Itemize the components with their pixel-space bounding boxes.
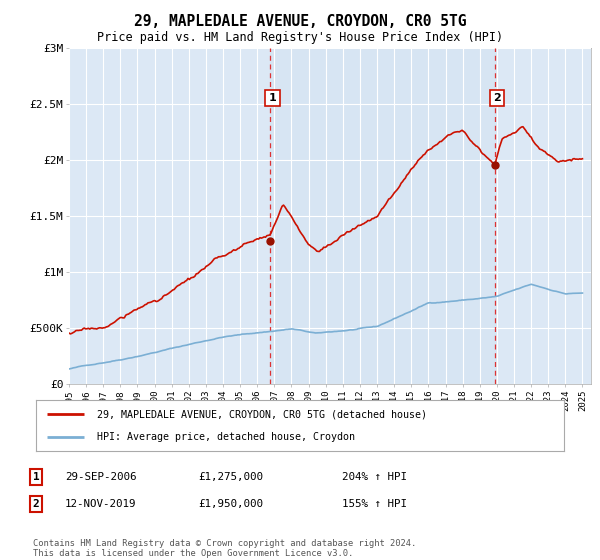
Text: £1,950,000: £1,950,000 bbox=[198, 499, 263, 509]
Text: Contains HM Land Registry data © Crown copyright and database right 2024.
This d: Contains HM Land Registry data © Crown c… bbox=[33, 539, 416, 558]
Text: 2: 2 bbox=[32, 499, 40, 509]
Text: 2: 2 bbox=[493, 93, 501, 103]
Text: Price paid vs. HM Land Registry's House Price Index (HPI): Price paid vs. HM Land Registry's House … bbox=[97, 31, 503, 44]
Text: 204% ↑ HPI: 204% ↑ HPI bbox=[342, 472, 407, 482]
Text: 29, MAPLEDALE AVENUE, CROYDON, CR0 5TG: 29, MAPLEDALE AVENUE, CROYDON, CR0 5TG bbox=[134, 14, 466, 29]
Text: 1: 1 bbox=[269, 93, 277, 103]
Text: 12-NOV-2019: 12-NOV-2019 bbox=[65, 499, 136, 509]
Text: £1,275,000: £1,275,000 bbox=[198, 472, 263, 482]
Bar bbox=[270, 48, 494, 384]
Text: 155% ↑ HPI: 155% ↑ HPI bbox=[342, 499, 407, 509]
Text: 29-SEP-2006: 29-SEP-2006 bbox=[65, 472, 136, 482]
Text: 29, MAPLEDALE AVENUE, CROYDON, CR0 5TG (detached house): 29, MAPLEDALE AVENUE, CROYDON, CR0 5TG (… bbox=[97, 409, 427, 419]
Text: 1: 1 bbox=[32, 472, 40, 482]
Text: HPI: Average price, detached house, Croydon: HPI: Average price, detached house, Croy… bbox=[97, 432, 355, 442]
